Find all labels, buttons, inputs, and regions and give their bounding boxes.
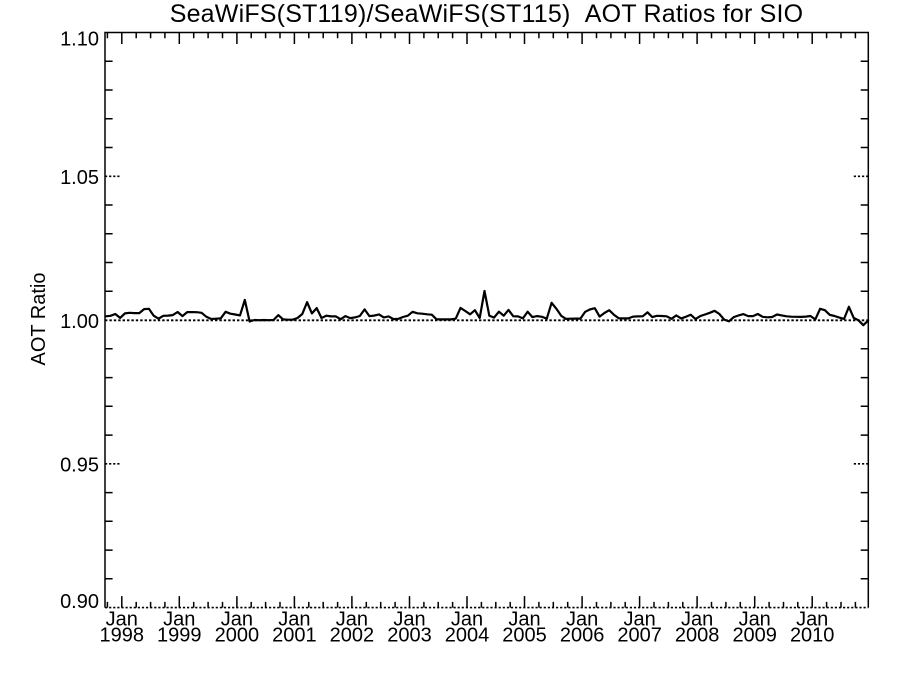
svg-text:2006: 2006: [560, 624, 605, 646]
svg-text:Jan: Jan: [106, 609, 138, 631]
svg-text:Jan: Jan: [796, 609, 828, 631]
svg-text:Jan: Jan: [221, 609, 253, 631]
svg-text:Jan: Jan: [566, 609, 598, 631]
svg-text:1.10: 1.10: [60, 29, 99, 51]
svg-text:2000: 2000: [215, 624, 260, 646]
svg-text:Jan: Jan: [681, 609, 713, 631]
svg-text:SeaWiFS(ST119)/SeaWiFS(ST115): SeaWiFS(ST119)/SeaWiFS(ST115) AOT Ratios…: [170, 0, 804, 28]
svg-text:Jan: Jan: [278, 609, 310, 631]
svg-text:2009: 2009: [732, 624, 777, 646]
svg-text:1998: 1998: [100, 624, 145, 646]
svg-text:1999: 1999: [157, 624, 202, 646]
svg-text:2010: 2010: [790, 624, 835, 646]
svg-text:2003: 2003: [387, 624, 432, 646]
svg-text:2001: 2001: [272, 624, 317, 646]
svg-text:Jan: Jan: [508, 609, 540, 631]
svg-text:Jan: Jan: [163, 609, 195, 631]
svg-text:2008: 2008: [675, 624, 720, 646]
svg-text:2004: 2004: [445, 624, 490, 646]
svg-text:1.05: 1.05: [60, 167, 99, 189]
svg-text:0.95: 0.95: [60, 455, 99, 477]
svg-text:Jan: Jan: [451, 609, 483, 631]
svg-text:Jan: Jan: [336, 609, 368, 631]
svg-text:Jan: Jan: [393, 609, 425, 631]
svg-text:2005: 2005: [502, 624, 547, 646]
svg-text:1.00: 1.00: [60, 311, 99, 333]
svg-text:Jan: Jan: [739, 609, 771, 631]
svg-text:Jan: Jan: [623, 609, 655, 631]
svg-text:2007: 2007: [617, 624, 662, 646]
svg-text:0.90: 0.90: [60, 591, 99, 613]
svg-text:AOT Ratio: AOT Ratio: [28, 273, 50, 366]
svg-text:2002: 2002: [330, 624, 375, 646]
